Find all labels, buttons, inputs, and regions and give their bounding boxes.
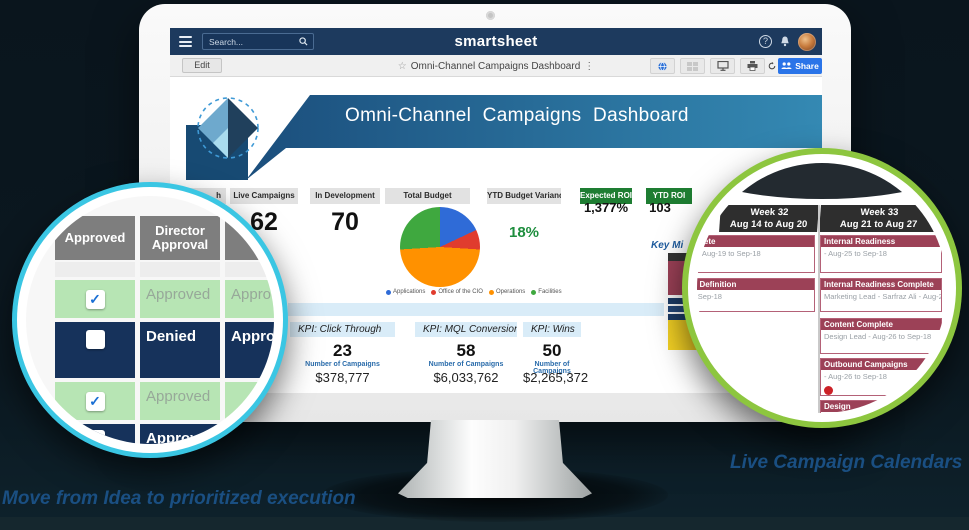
logo-diamond-right — [228, 98, 258, 158]
kpi-amount-wins: $2,265,372 — [523, 370, 589, 385]
status-cell: Approved — [146, 286, 211, 303]
stat-value-expected-roi: 1,377% — [583, 200, 629, 215]
calendar-card[interactable]: Prop Definition 18 to Sep-18 — [697, 278, 815, 312]
people-icon — [781, 62, 792, 69]
calendar-card[interactable]: Internal Readiness Complete Marketing Le… — [820, 278, 942, 312]
status-dot — [824, 385, 833, 395]
menu-icon[interactable] — [179, 36, 192, 47]
campaign-calendar: Week 32 Aug 14 to Aug 20 Week 33 Aug 21 … — [697, 163, 947, 413]
monitor-stand — [398, 420, 592, 498]
stat-header-live-campaigns: Live Campaigns — [230, 188, 298, 204]
kpi-sub-click-through: Number of Campaigns — [305, 361, 380, 368]
calendar-card[interactable]: Outbound Campaigns - Aug-26 to Sep-18 — [820, 358, 942, 396]
refresh-icon — [768, 62, 776, 70]
calendar-card[interactable]: Internal Readiness - Aug-25 to Sep-18 — [820, 235, 942, 273]
kebab-menu-icon[interactable]: ⋮ — [584, 60, 595, 72]
legend-dot — [386, 289, 391, 295]
key-milestones-label: Key Mi — [651, 240, 684, 251]
approved-checkbox[interactable] — [85, 330, 105, 349]
calendar-card[interactable]: Content Complete Design Lead - Aug-26 to… — [820, 318, 942, 354]
help-icon[interactable]: ? — [759, 35, 772, 48]
status-cell: Approved — [146, 430, 217, 444]
col-header-extra — [225, 216, 274, 260]
stat-header-in-development: In Development — [310, 188, 380, 204]
table-row[interactable]: Approved — [55, 424, 274, 444]
table-row[interactable]: ✓ Approved Approved — [55, 280, 274, 318]
app-top-bar: smartsheet ? — [170, 28, 822, 55]
kpi-count-wins: 50 — [542, 341, 562, 360]
bell-icon[interactable] — [779, 35, 791, 48]
stat-header-total-budget: Total Budget — [385, 188, 470, 204]
status-cell: Approved — [146, 388, 211, 405]
kpi-header-mql-conversion: KPI: MQL Conversion — [415, 322, 517, 337]
search-field[interactable] — [203, 36, 299, 47]
dashboard-footer-strip — [170, 393, 822, 410]
sheet-toolbar: Edit ☆ Omni-Channel Campaigns Dashboard … — [170, 55, 822, 77]
share-button[interactable]: Share — [778, 58, 822, 74]
banner-title: Omni-Channel Campaigns Dashboard — [345, 105, 689, 126]
grid-icon — [687, 61, 698, 71]
kpi-header-wins: KPI: Wins — [523, 322, 581, 337]
edit-button[interactable]: Edit — [182, 58, 222, 73]
stat-value-ytd-budget-variance: 18% — [508, 224, 540, 241]
printer-icon — [747, 61, 758, 71]
col-header-director-approval: Director Approval — [140, 216, 220, 260]
kpi-sub-mql-conversion: Number of Campaigns — [428, 361, 504, 368]
fullscreen-button[interactable] — [710, 58, 735, 74]
sheet-title: Omni-Channel Campaigns Dashboard — [410, 60, 581, 72]
floor-strip — [0, 517, 969, 530]
kpi-amount-mql-conversion: $6,033,762 — [433, 370, 499, 385]
stat-value-in-development: 70 — [331, 208, 359, 236]
kpi-amount-click-through: $378,777 — [315, 370, 370, 385]
status-cell: Denied — [146, 328, 197, 345]
layout-button[interactable] — [680, 58, 705, 74]
stat-header-ytd-budget-variance: YTD Budget Variance — [487, 188, 561, 204]
status-cell: Approved — [231, 286, 274, 303]
approval-zoom-circle: Approved Director Approval ✓ Approved Ap… — [12, 182, 288, 458]
table-row[interactable]: Denied Approved — [55, 322, 274, 378]
publish-button[interactable] — [650, 58, 675, 74]
smartsheet-logo: smartsheet — [454, 33, 538, 50]
approval-table: Approved Director Approval ✓ Approved Ap… — [26, 196, 274, 444]
refresh-button[interactable] — [768, 58, 776, 74]
stat-header-ytd-roi: YTD ROI — [646, 188, 692, 204]
kpi-count-mql-conversion: 58 — [456, 341, 476, 360]
monitor-icon — [716, 61, 729, 71]
user-avatar[interactable] — [798, 32, 816, 51]
caption-right: Live Campaign Calendars — [730, 452, 963, 473]
week-33-header: Week 33 Aug 21 to Aug 27 — [819, 205, 939, 232]
kpi-sub-wins: Number of Campaigns — [533, 361, 571, 375]
approved-checkbox[interactable]: ✓ — [85, 289, 105, 309]
stat-header-expected-roi: Expected ROI — [580, 188, 632, 204]
print-button[interactable] — [740, 58, 765, 74]
week-32-header: Week 32 Aug 14 to Aug 20 — [719, 205, 819, 232]
approved-checkbox[interactable]: ✓ — [85, 391, 105, 411]
kpi-band — [288, 303, 664, 316]
calendar-card[interactable]: Design Aug-2 — [820, 400, 942, 413]
calendar-zoom-circle: Week 32 Aug 14 to Aug 20 Week 33 Aug 21 … — [682, 148, 962, 428]
kpi-header-click-through: KPI: Click Through — [290, 322, 395, 337]
caption-left: Move from Idea to prioritized execution — [2, 488, 356, 509]
logo-diamond-bottom — [213, 128, 228, 158]
legend-dot — [488, 289, 494, 295]
search-icon — [299, 37, 308, 46]
calendar-card[interactable]: Complete Lead - Aug-19 to Sep-18 — [697, 235, 815, 273]
table-row[interactable]: ✓ Approved — [55, 382, 274, 420]
stat-value-ytd-roi: 103 — [649, 200, 671, 215]
total-budget-pie — [400, 207, 480, 287]
column-divider — [818, 205, 820, 413]
status-cell: Approved — [231, 328, 274, 345]
legend-dot — [431, 289, 437, 295]
favorite-star-icon[interactable]: ☆ — [397, 60, 407, 72]
approved-checkbox[interactable] — [85, 430, 105, 444]
kpi-count-click-through: 23 — [333, 341, 352, 360]
legend-dot — [531, 289, 537, 295]
dashboard-banner — [186, 95, 822, 180]
search-input[interactable] — [202, 33, 314, 50]
pie-legend: Applications Office of the CIO Operation… — [386, 289, 586, 295]
globe-icon — [658, 61, 667, 71]
webcam-dot — [486, 11, 495, 20]
col-header-approved: Approved — [55, 216, 135, 260]
